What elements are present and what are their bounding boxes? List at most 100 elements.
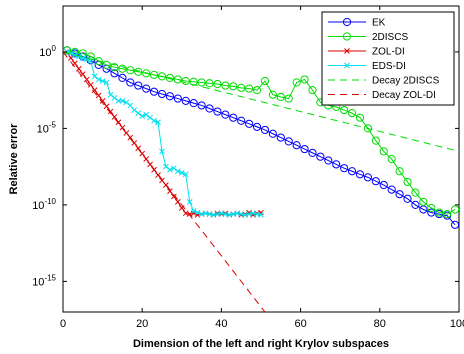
series-ek-point [189,99,198,108]
x-tick-label: 0 [60,318,66,330]
series-eds-di-point [103,79,110,86]
x-tick-label: 60 [294,318,306,330]
series-ek-point [213,107,222,116]
series-eds-di-point [186,198,193,205]
legend-decay-zol-di-label: Decay ZOL-DI [372,90,436,101]
series-eds-di-point [91,73,98,80]
series-2discs-point [347,109,357,118]
series-2discs-point [276,92,285,102]
series-eds-di-point [119,98,126,104]
series-2discs-point [237,83,246,92]
y-tick-base: 10 [32,276,44,288]
series-ek-point [118,73,127,83]
series-zol-di-point [111,114,118,120]
legend-box [321,11,455,106]
series-eds-di-point [159,148,165,155]
series-2discs-point [260,76,270,86]
legend-ek-label: EK [372,18,386,29]
series-2discs-point [189,77,198,86]
series-ek-point [355,170,365,179]
series-ek-point [181,96,190,105]
series-ek-point [229,113,238,122]
series-2discs-point [94,56,103,66]
series-2discs-point [292,78,301,87]
series-zol-di-point [91,87,98,94]
series-zol-di-point [107,108,114,115]
series-zol-di-point [174,198,181,205]
series-2discs-point [181,76,190,86]
series-eds-di-point [127,102,134,109]
x-tick-label: 40 [215,318,227,330]
series-ek-point [149,87,159,96]
series-2discs-point [252,86,262,95]
series-ek-point [340,164,349,173]
series-2discs-point [245,84,254,93]
series-eds-di-point [167,166,173,173]
series-ek-point [205,104,214,113]
series-2discs-point [78,49,87,58]
series-ek-point [324,156,333,165]
legend: EK 2DISCS ZOL-DI EDS-DI Decay 2DISCS Decay ZO… [321,11,455,106]
y-tick-exponent: -10 [44,197,56,206]
series-2discs-point [308,86,317,95]
legend-zol-di-label: ZOL-DI [372,47,405,58]
series-ek-point [347,167,357,176]
series-eds-di-point [174,168,181,175]
series-eds-di-point [151,117,157,124]
series-ek-point [411,200,420,209]
series-eds-di-point [75,53,82,60]
series-ek-point [276,133,285,142]
series-decay-2discs [63,51,459,152]
series-zol-di-point [99,98,106,104]
series-decay-2discs-line [63,51,459,152]
series-2discs-point [229,82,238,91]
series-ek [63,46,459,229]
series-ek-point [371,177,380,186]
series-2discs-point [355,113,365,122]
series-2discs-point [86,52,95,61]
series-2discs-point [419,197,428,206]
series-eds-di-point [111,94,118,101]
series-zol-di-point [167,188,173,194]
series-ek-point [395,190,404,199]
series-2discs-point [403,177,412,187]
y-axis-label: Relative error [8,123,20,195]
series-eds-di-point [171,165,177,172]
series-ek-point [268,129,277,138]
series-2discs-point [165,73,175,83]
y-tick-label: 100 [39,44,56,59]
series-ek-point [379,180,388,190]
series-2discs-point [205,79,214,88]
series-eds-di-point [123,99,130,106]
legend-2discs-label: 2DISCS [372,32,408,43]
series-2discs-point [450,205,459,214]
series-ek-point [363,173,373,182]
series-ek-point [260,125,270,135]
series-ek-line [66,49,456,226]
series-2discs-point [126,66,135,75]
series-ek-point [316,152,325,161]
x-tick-label: 100 [450,318,464,330]
legend-zol-di-point [344,48,350,54]
series-ek-point [157,89,167,99]
series-eds-di-point [107,91,114,98]
series-ek-point [387,185,396,194]
x-tick-label: 80 [374,318,386,330]
series-2discs-point [435,208,444,217]
series-2discs-point [443,209,452,219]
series-2discs-point [149,70,159,79]
series-ek-point [221,110,230,119]
x-tick-label: 20 [136,318,148,330]
series-zol-di-point [103,103,110,110]
series-ek-point [300,144,309,154]
series-ek-point [292,141,301,150]
series-2discs-point [427,203,436,213]
series-zol-di-point [127,134,134,141]
series-eds-di-point [139,113,146,120]
legend-2discs-point [342,32,352,41]
series-2discs-point [379,147,388,156]
series-2discs-point [387,154,396,164]
y-tick-label: 10-5 [37,120,57,135]
